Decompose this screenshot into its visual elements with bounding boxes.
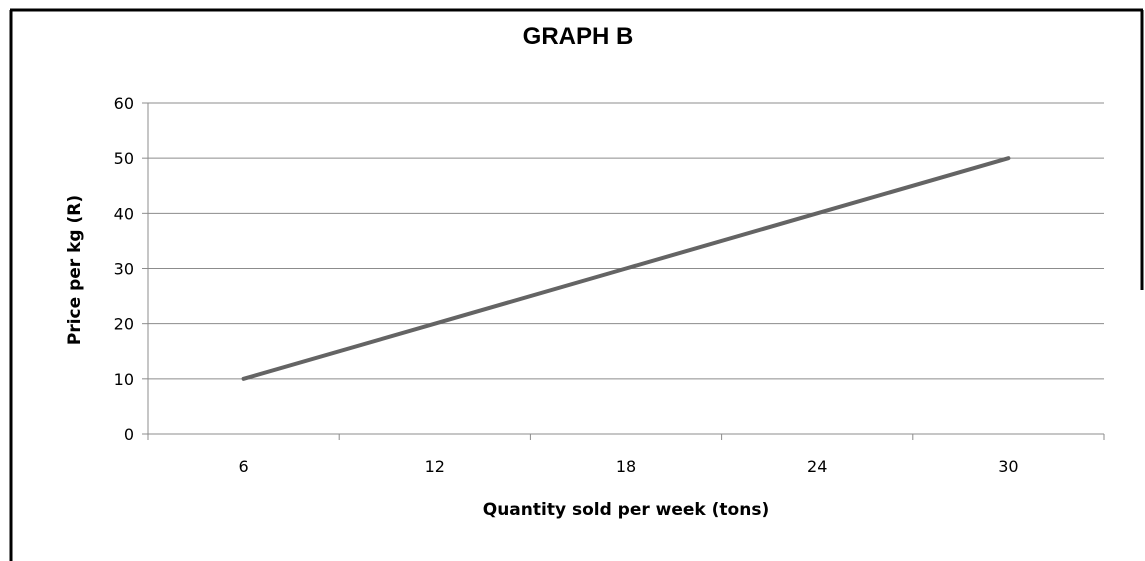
x-tick-label: 12 [425, 457, 445, 476]
y-tick-label: 60 [114, 94, 134, 113]
chart-title: GRAPH B [523, 23, 634, 50]
x-tick-label: 24 [807, 457, 827, 476]
y-tick-label: 40 [114, 204, 134, 223]
y-tick-label: 50 [114, 149, 134, 168]
y-tick-label: 30 [114, 260, 134, 279]
axes [142, 102, 1105, 440]
series-line [241, 156, 1011, 381]
y-tick-label: 10 [114, 370, 134, 389]
y-tick-label: 20 [114, 315, 134, 334]
series-layer [241, 156, 1011, 381]
y-tick-label: 0 [124, 425, 134, 444]
y-axis-title: Price per kg (R) [65, 195, 85, 345]
y-tick-labels: 0 10 20 30 40 50 60 [114, 94, 134, 444]
grid [148, 102, 1104, 380]
x-tick-label: 6 [239, 457, 249, 476]
x-axis-title: Quantity sold per week (tons) [483, 500, 769, 520]
x-tick-label: 30 [998, 457, 1018, 476]
x-tick-label: 18 [616, 457, 636, 476]
x-tick-labels: 6 12 18 24 30 [239, 457, 1019, 476]
